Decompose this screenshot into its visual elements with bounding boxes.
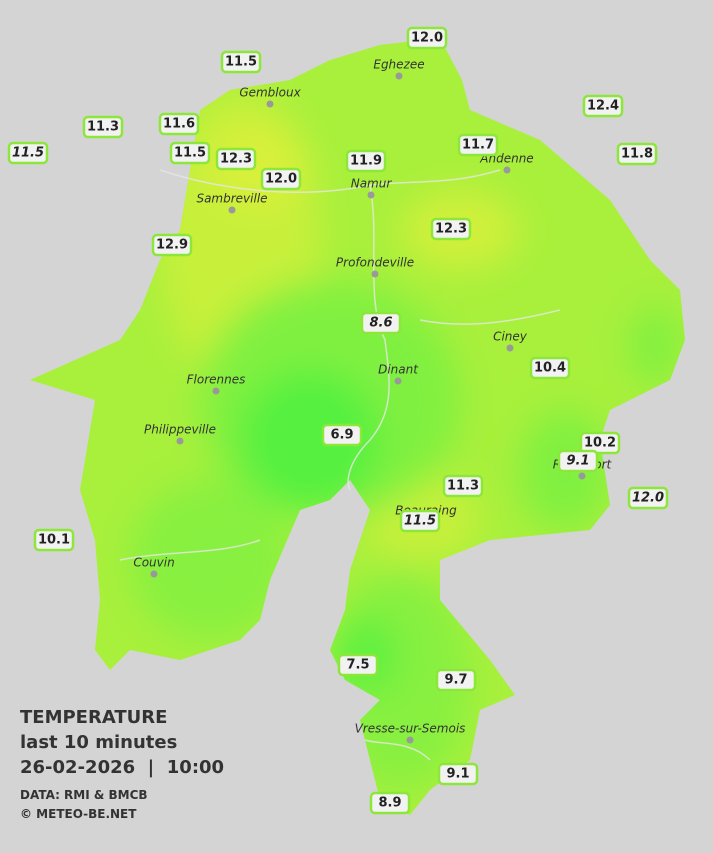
city-dot: [371, 270, 379, 278]
station-value: 11.5: [174, 146, 206, 161]
station-value: 12.9: [156, 238, 188, 253]
station-box: [337, 653, 379, 677]
station-value: 8.9: [378, 796, 401, 811]
station-box: [260, 167, 302, 191]
station-box: [406, 26, 448, 50]
station-box: [7, 141, 49, 165]
station-box: [33, 528, 75, 552]
river: [119, 169, 561, 761]
station-box: [321, 423, 363, 447]
legend-datetime: 26-02-2026 | 10:00: [20, 757, 224, 778]
station-value: 12.0: [632, 491, 664, 506]
station-box: [345, 149, 387, 173]
city-label: Eghezee: [373, 58, 424, 72]
station-value: 11.3: [87, 120, 119, 135]
legend-copyright: © METEO-BE.NET: [20, 807, 137, 821]
city-dot: [503, 166, 511, 174]
city-dot: [578, 472, 586, 480]
station-value: 7.5: [346, 658, 369, 673]
station-value: 11.5: [404, 514, 436, 529]
station-box: [579, 431, 621, 455]
station-box: [82, 115, 124, 139]
station-value: 8.6: [369, 316, 392, 331]
station-box: [529, 356, 571, 380]
city-dot: [176, 437, 184, 445]
station-box: [616, 142, 658, 166]
legend-period: last 10 minutes: [20, 732, 177, 753]
station-value: 9.1: [566, 454, 589, 469]
city-dot: [367, 191, 375, 199]
city-label: Couvin: [133, 556, 174, 570]
city-label: Ciney: [493, 330, 528, 344]
station-value: 12.0: [411, 31, 443, 46]
city-label: Sambreville: [196, 192, 267, 206]
station-box: [430, 217, 472, 241]
station-value: 12.3: [220, 152, 252, 167]
station-box: [169, 141, 211, 165]
station-value: 11.3: [447, 479, 479, 494]
city-label: Vresse-sur-Semois: [355, 722, 466, 736]
city-dot: [150, 570, 158, 578]
station-value: 11.6: [163, 117, 195, 132]
station-value: 12.4: [587, 99, 619, 114]
legend-source: DATA: RMI & BMCB: [20, 788, 148, 802]
station-value: 12.0: [265, 172, 297, 187]
station-box: [215, 147, 257, 171]
city-dot: [406, 736, 414, 744]
city-dot: [395, 72, 403, 80]
station-value: 10.1: [38, 533, 70, 548]
city-dot: [266, 100, 274, 108]
station-value: 12.3: [435, 222, 467, 237]
station-box: [151, 233, 193, 257]
city-label: Philippeville: [144, 423, 216, 437]
legend-title: TEMPERATURE: [20, 707, 167, 728]
station-value: 11.9: [350, 154, 382, 169]
station-box: [158, 112, 200, 136]
station-box: [582, 94, 624, 118]
city-label: Gembloux: [239, 86, 301, 100]
station-box: [557, 449, 599, 473]
station-value: 6.9: [330, 428, 353, 443]
city-dot: [228, 206, 236, 214]
station-value: 11.5: [225, 55, 257, 70]
city-dot: [212, 387, 220, 395]
city-label: Dinant: [378, 363, 419, 377]
station-value: 10.4: [534, 361, 566, 376]
city-label: Florennes: [187, 373, 246, 387]
station-box: [627, 486, 669, 510]
station-box: [457, 133, 499, 157]
station-box: [435, 668, 477, 692]
station-box: [369, 791, 411, 815]
station-value: 11.5: [12, 146, 44, 161]
station-box: [360, 311, 402, 335]
station-value: 11.8: [621, 147, 653, 162]
city-label: Namur: [351, 177, 393, 191]
station-box: [442, 474, 484, 498]
city-dot: [394, 377, 402, 385]
station-box: [220, 50, 262, 74]
station-box: [399, 509, 441, 533]
station-value: 9.7: [444, 673, 467, 688]
station-value: 11.7: [462, 138, 494, 153]
station-value: 9.1: [446, 767, 469, 782]
city-label: Profondeville: [336, 256, 414, 270]
station-box: [437, 762, 479, 786]
station-value: 10.2: [584, 436, 616, 451]
city-dot: [506, 344, 514, 352]
